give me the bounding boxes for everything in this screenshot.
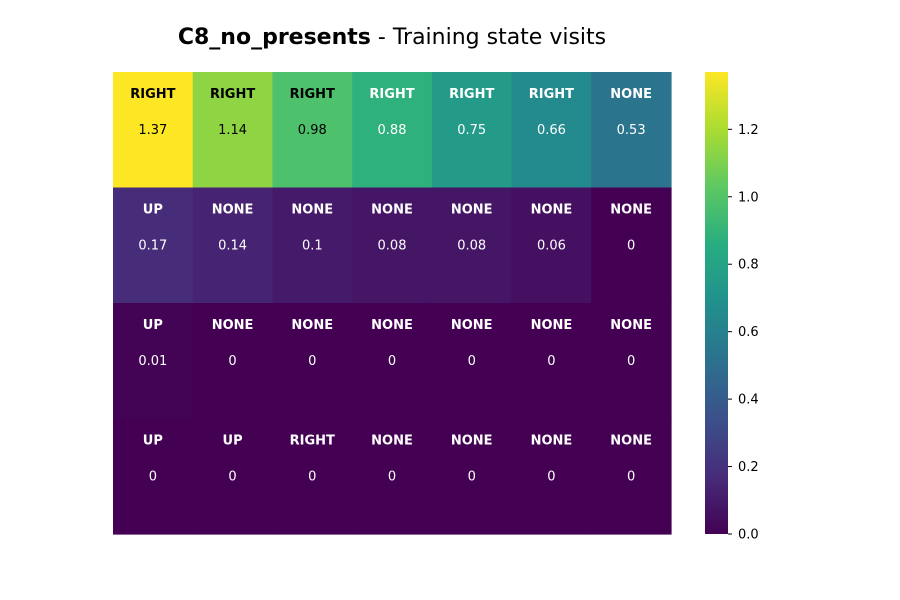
colorbar-tick-label: 1.2 [738, 123, 759, 138]
cell-value-label: 0 [308, 470, 316, 485]
heatmap-cell [591, 418, 672, 535]
heatmap-cell [511, 303, 592, 420]
cell-action-label: NONE [451, 318, 493, 333]
colorbar: 0.0 0.2 0.4 0.6 0.8 1.0 1.2 [705, 72, 759, 543]
heatmap-cell [113, 72, 194, 189]
cell-action-label: RIGHT [290, 434, 335, 449]
cell-value-label: 0 [388, 354, 396, 369]
colorbar-tick-label: 0.8 [738, 258, 759, 273]
cell-action-label: RIGHT [369, 87, 414, 102]
heatmap-cell [192, 303, 274, 420]
heatmap-cell [591, 303, 672, 420]
cell-value-label: 0 [627, 470, 635, 485]
heatmap-cell [272, 72, 353, 189]
cell-action-label: NONE [610, 87, 652, 102]
cell-action-label: NONE [291, 203, 333, 218]
cell-value-label: 0 [149, 470, 157, 485]
cell-value-label: 0 [547, 354, 555, 369]
cell-value-label: 1.14 [218, 123, 247, 138]
heatmap-cell [591, 72, 672, 189]
heatmap-cell [431, 187, 513, 304]
cell-action-label: RIGHT [130, 87, 175, 102]
heatmap-cell [113, 187, 194, 304]
cell-action-label: NONE [610, 318, 652, 333]
heatmap-cell [511, 72, 592, 189]
cell-action-label: NONE [212, 318, 254, 333]
heatmap-cell [591, 187, 672, 304]
cell-value-label: 0 [308, 354, 316, 369]
heatmap-cell [192, 187, 274, 304]
colorbar-gradient [705, 72, 728, 534]
cell-value-label: 0.75 [457, 123, 486, 138]
colorbar-tick-label: 1.0 [738, 190, 759, 205]
cell-value-label: 0 [228, 354, 236, 369]
heatmap-cell [192, 72, 274, 189]
cell-action-label: NONE [451, 434, 493, 449]
cell-value-label: 0 [627, 239, 635, 254]
cell-action-label: UP [223, 434, 243, 449]
cell-action-label: NONE [531, 203, 573, 218]
cell-value-label: 0.06 [537, 239, 566, 254]
cell-value-label: 0.17 [138, 239, 167, 254]
cell-value-label: 0.66 [537, 123, 566, 138]
colorbar-tick-label: 0.4 [738, 393, 759, 408]
cell-action-label: NONE [451, 203, 493, 218]
chart-title-rest: - Training state visits [371, 25, 606, 50]
heatmap-cell [352, 303, 433, 420]
heatmap-cell [352, 72, 433, 189]
cell-action-label: UP [143, 434, 163, 449]
cell-value-label: 0.01 [138, 354, 167, 369]
heatmap-cell [272, 418, 353, 535]
heatmap-cell [352, 187, 433, 304]
cell-action-label: RIGHT [449, 87, 494, 102]
cell-action-label: NONE [610, 203, 652, 218]
heatmap-cell [272, 303, 353, 420]
heatmap-cell [272, 187, 353, 304]
cell-value-label: 0.08 [378, 239, 407, 254]
cell-action-label: NONE [531, 318, 573, 333]
cell-value-label: 0.14 [218, 239, 247, 254]
cell-action-label: RIGHT [210, 87, 255, 102]
cell-action-label: NONE [371, 318, 413, 333]
cell-action-label: RIGHT [529, 87, 574, 102]
chart-title: C8_no_presents - Training state visits [178, 25, 606, 50]
cell-action-label: NONE [371, 203, 413, 218]
heatmap-cell [431, 72, 513, 189]
cell-action-label: UP [143, 318, 163, 333]
cell-action-label: NONE [212, 203, 254, 218]
cell-value-label: 0 [228, 470, 236, 485]
cell-action-label: UP [143, 203, 163, 218]
heatmap-cell [511, 418, 592, 535]
cell-value-label: 0 [627, 354, 635, 369]
cell-action-label: NONE [291, 318, 333, 333]
heatmap-cell [431, 418, 513, 535]
heatmap-cell [431, 303, 513, 420]
colorbar-tick-label: 0.2 [738, 460, 759, 475]
cell-value-label: 0 [468, 470, 476, 485]
colorbar-tick-label: 0.6 [738, 325, 759, 340]
chart-title-bold: C8_no_presents [178, 25, 371, 50]
cell-value-label: 0 [468, 354, 476, 369]
heatmap-cell [113, 418, 194, 535]
cell-action-label: NONE [371, 434, 413, 449]
cell-value-label: 0 [547, 470, 555, 485]
cell-value-label: 0 [388, 470, 396, 485]
cell-value-label: 0.88 [378, 123, 407, 138]
colorbar-tick-label: 0.0 [738, 528, 759, 543]
heatmap-cell [511, 187, 592, 304]
heatmap-cell [352, 418, 433, 535]
heatmap-cell [113, 303, 194, 420]
cell-value-label: 1.37 [138, 123, 167, 138]
cell-value-label: 0.1 [302, 239, 323, 254]
cell-action-label: RIGHT [290, 87, 335, 102]
cell-value-label: 0.53 [617, 123, 646, 138]
cell-action-label: NONE [531, 434, 573, 449]
cell-value-label: 0.98 [298, 123, 327, 138]
cell-action-label: NONE [610, 434, 652, 449]
cell-value-label: 0.08 [457, 239, 486, 254]
heatmap-cells: RIGHT 1.37 RIGHT 1.14 RIGHT 0.98 RIGHT 0.88 RIGH… [113, 72, 672, 535]
heatmap-cell [192, 418, 274, 535]
